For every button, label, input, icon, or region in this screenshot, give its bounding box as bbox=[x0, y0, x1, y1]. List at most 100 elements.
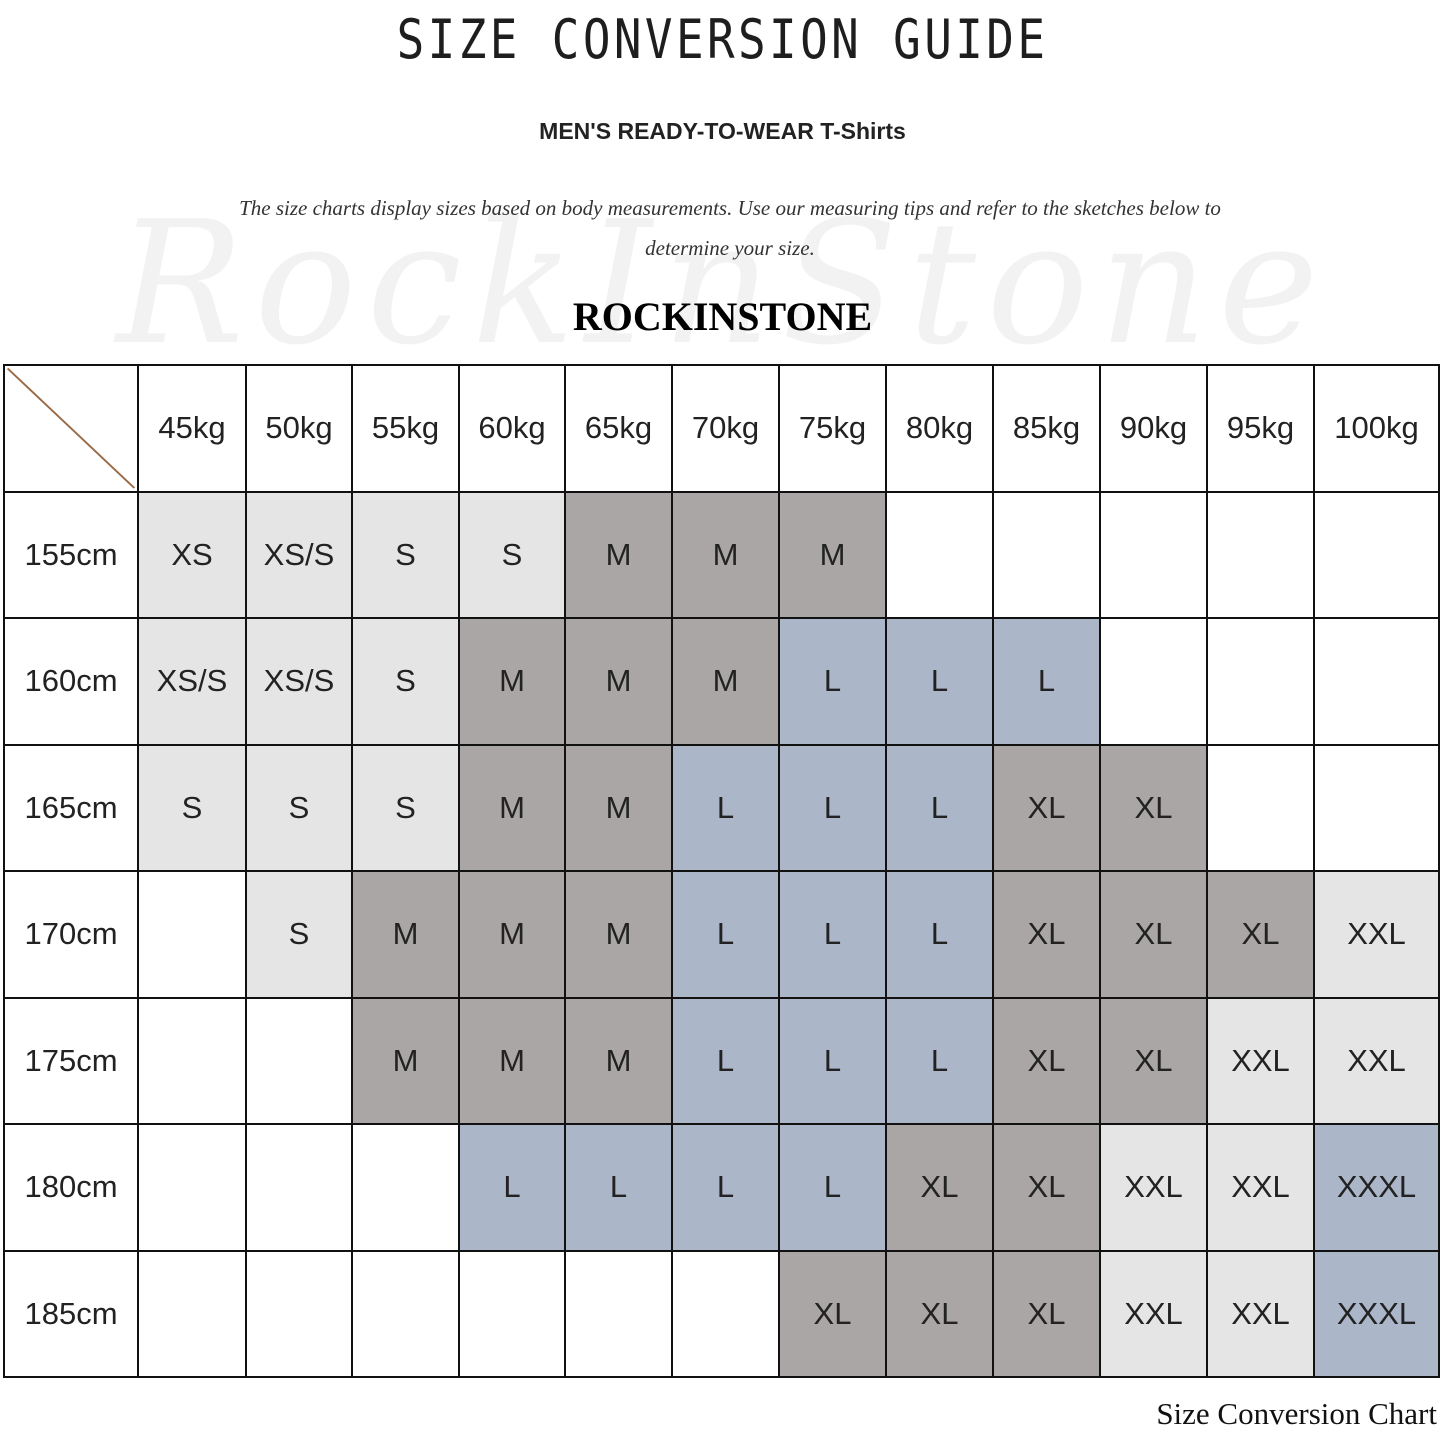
size-table: 45kg 50kg 55kg 60kg 65kg 70kg 75kg 80kg 85kg 90kg… bbox=[3, 364, 1440, 1378]
size-cell bbox=[137, 1249, 247, 1378]
size-cell bbox=[137, 1123, 247, 1252]
size-cell: M bbox=[458, 743, 566, 872]
size-cell bbox=[351, 1123, 460, 1252]
size-cell: XXL bbox=[1099, 1123, 1208, 1252]
row-header-height: 160cm bbox=[3, 617, 139, 746]
size-cell: XXL bbox=[1313, 996, 1440, 1125]
size-cell: S bbox=[245, 870, 353, 999]
table-row: 170cm S M M M L L L XL XL XL XXL bbox=[3, 870, 1440, 999]
size-cell: S bbox=[351, 617, 460, 746]
size-cell bbox=[245, 1123, 353, 1252]
column-header-weight: 45kg bbox=[137, 364, 247, 493]
size-cell: XXL bbox=[1206, 996, 1315, 1125]
size-cell: XL bbox=[1099, 870, 1208, 999]
row-header-height: 175cm bbox=[3, 996, 139, 1125]
size-cell: S bbox=[458, 490, 566, 619]
column-header-weight: 90kg bbox=[1099, 364, 1208, 493]
row-header-height: 180cm bbox=[3, 1123, 139, 1252]
size-cell: XL bbox=[1206, 870, 1315, 999]
size-cell: XL bbox=[1099, 996, 1208, 1125]
column-header-weight: 75kg bbox=[778, 364, 887, 493]
column-header-weight: 100kg bbox=[1313, 364, 1440, 493]
table-row: 175cm M M M L L L XL XL XXL XXL bbox=[3, 996, 1440, 1125]
size-cell: M bbox=[351, 996, 460, 1125]
size-cell: M bbox=[671, 617, 780, 746]
size-cell: XS/S bbox=[245, 617, 353, 746]
size-cell: XXXL bbox=[1313, 1123, 1440, 1252]
size-cell: S bbox=[137, 743, 247, 872]
size-cell bbox=[671, 1249, 780, 1378]
column-header-weight: 80kg bbox=[885, 364, 994, 493]
brand-name: ROCKINSTONE bbox=[572, 294, 873, 339]
column-header-weight: 70kg bbox=[671, 364, 780, 493]
size-cell: M bbox=[671, 490, 780, 619]
size-cell: M bbox=[351, 870, 460, 999]
size-cell: XL bbox=[992, 870, 1101, 999]
column-header-weight: 60kg bbox=[458, 364, 566, 493]
size-cell: L bbox=[778, 870, 887, 999]
size-cell: XL bbox=[992, 1123, 1101, 1252]
watermark-logo: RockInStone bbox=[116, 185, 1329, 383]
table-row: 155cm XS XS/S S S M M M bbox=[3, 490, 1440, 619]
size-cell: XXL bbox=[1099, 1249, 1208, 1378]
size-cell bbox=[564, 1249, 673, 1378]
size-cell: XXL bbox=[1313, 870, 1440, 999]
size-cell: S bbox=[245, 743, 353, 872]
page-subtitle: MEN'S READY-TO-WEAR T-Shirts bbox=[539, 118, 906, 144]
size-cell: S bbox=[351, 490, 460, 619]
size-cell bbox=[1313, 617, 1440, 746]
size-cell: XS bbox=[137, 490, 247, 619]
size-cell bbox=[245, 996, 353, 1125]
size-cell: XS/S bbox=[245, 490, 353, 619]
size-cell: M bbox=[564, 617, 673, 746]
size-cell: M bbox=[458, 870, 566, 999]
size-cell: L bbox=[671, 996, 780, 1125]
size-cell: L bbox=[778, 743, 887, 872]
size-cell: S bbox=[351, 743, 460, 872]
size-cell bbox=[1206, 617, 1315, 746]
size-cell: XL bbox=[885, 1123, 994, 1252]
size-cell: L bbox=[885, 743, 994, 872]
size-cell: M bbox=[458, 617, 566, 746]
table-row: 180cm L L L L XL XL XXL XXL XXXL bbox=[3, 1123, 1440, 1252]
size-cell: L bbox=[671, 743, 780, 872]
size-cell: XL bbox=[992, 996, 1101, 1125]
row-header-height: 155cm bbox=[3, 490, 139, 619]
description: The size charts display sizes based on b… bbox=[239, 196, 1221, 260]
row-header-height: 165cm bbox=[3, 743, 139, 872]
size-cell: L bbox=[885, 996, 994, 1125]
table-row: 185cm XL XL XL XXL XXL XXXL bbox=[3, 1249, 1440, 1378]
size-cell: XXXL bbox=[1313, 1249, 1440, 1378]
size-cell: XS/S bbox=[137, 617, 247, 746]
size-cell: M bbox=[564, 490, 673, 619]
size-cell bbox=[1206, 490, 1315, 619]
column-header-weight: 65kg bbox=[564, 364, 673, 493]
size-cell: L bbox=[778, 617, 887, 746]
size-cell: XXL bbox=[1206, 1123, 1315, 1252]
size-cell: L bbox=[885, 617, 994, 746]
size-cell bbox=[1099, 490, 1208, 619]
size-cell bbox=[992, 490, 1101, 619]
size-cell: M bbox=[458, 996, 566, 1125]
size-cell bbox=[885, 490, 994, 619]
column-header-weight: 55kg bbox=[351, 364, 460, 493]
size-cell: L bbox=[992, 617, 1101, 746]
table-row: 165cm S S S M M L L L XL XL bbox=[3, 743, 1440, 872]
size-cell: M bbox=[564, 996, 673, 1125]
column-header-weight: 50kg bbox=[245, 364, 353, 493]
column-header-weight: 95kg bbox=[1206, 364, 1315, 493]
column-header-weight: 85kg bbox=[992, 364, 1101, 493]
row-header-height: 170cm bbox=[3, 870, 139, 999]
size-cell: XL bbox=[885, 1249, 994, 1378]
size-cell: L bbox=[778, 996, 887, 1125]
footer-caption: Size Conversion Chart bbox=[1156, 1396, 1437, 1431]
size-cell: XL bbox=[992, 743, 1101, 872]
table-row: 160cm XS/S XS/S S M M M L L L bbox=[3, 617, 1440, 746]
size-cell: L bbox=[778, 1123, 887, 1252]
size-cell: M bbox=[778, 490, 887, 619]
size-cell: L bbox=[671, 870, 780, 999]
size-cell: M bbox=[564, 870, 673, 999]
size-cell bbox=[245, 1249, 353, 1378]
size-cell bbox=[1206, 743, 1315, 872]
row-header-height: 185cm bbox=[3, 1249, 139, 1378]
